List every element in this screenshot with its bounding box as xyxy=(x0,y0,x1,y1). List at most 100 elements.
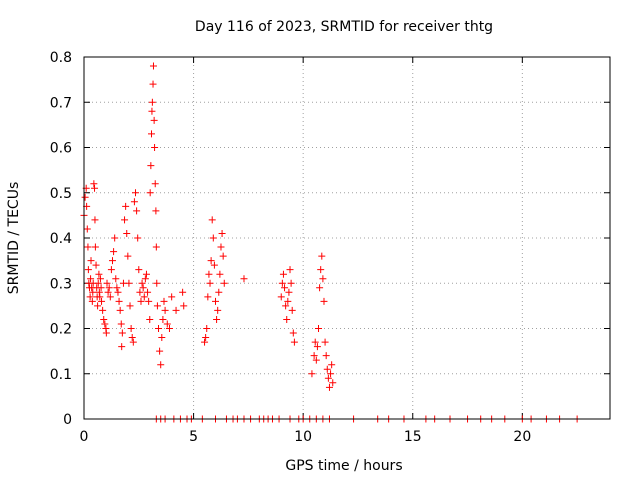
data-point xyxy=(94,279,102,287)
data-point xyxy=(146,315,154,323)
y-tick-label: 0.5 xyxy=(50,186,72,202)
data-point xyxy=(126,302,134,310)
data-point xyxy=(313,343,321,351)
data-point xyxy=(165,325,173,332)
data-point xyxy=(323,365,331,373)
data-point xyxy=(289,329,297,337)
data-point xyxy=(88,297,96,305)
data-point xyxy=(319,275,327,283)
data-point xyxy=(325,383,333,391)
y-tick-label: 0.2 xyxy=(50,322,72,338)
data-point xyxy=(160,297,168,305)
data-point xyxy=(111,234,119,242)
data-point xyxy=(148,98,156,106)
data-point xyxy=(329,379,337,387)
data-point xyxy=(124,252,132,260)
data-point xyxy=(310,352,318,360)
data-point xyxy=(128,334,136,342)
data-point xyxy=(110,248,118,256)
data-point xyxy=(172,306,180,314)
data-point xyxy=(283,315,291,323)
data-point xyxy=(134,234,142,242)
data-point xyxy=(142,270,150,278)
data-point xyxy=(207,257,215,265)
data-point xyxy=(240,275,248,283)
x-axis-label: GPS time / hours xyxy=(285,458,402,474)
data-point xyxy=(213,315,221,323)
data-point xyxy=(206,279,214,287)
data-point xyxy=(151,180,159,188)
data-point xyxy=(179,288,187,296)
data-point xyxy=(86,293,94,301)
data-point xyxy=(139,284,147,292)
data-point xyxy=(158,334,166,342)
y-axis-label: SRMTID / TECUs xyxy=(6,182,22,295)
data-point xyxy=(95,270,103,278)
data-point xyxy=(156,347,164,355)
y-tick-label: 0.6 xyxy=(50,141,72,157)
data-point xyxy=(108,257,116,265)
data-point xyxy=(281,284,289,292)
data-point xyxy=(96,293,104,301)
data-point xyxy=(127,325,135,332)
data-point xyxy=(219,252,227,260)
data-point xyxy=(278,279,286,287)
data-point xyxy=(149,80,157,88)
y-tick-label: 0.3 xyxy=(50,276,72,292)
data-point xyxy=(152,243,160,251)
data-point xyxy=(324,374,332,382)
y-tick-label: 0.1 xyxy=(50,367,72,383)
data-point xyxy=(284,297,292,305)
data-point xyxy=(112,275,120,283)
data-point xyxy=(168,293,176,301)
data-point xyxy=(157,361,165,369)
data-point xyxy=(106,293,114,301)
data-point xyxy=(129,338,137,346)
data-point xyxy=(84,266,92,274)
data-point xyxy=(148,130,156,138)
data-point xyxy=(92,261,100,269)
data-point xyxy=(212,297,219,305)
data-point xyxy=(100,315,108,323)
data-point xyxy=(118,329,126,337)
data-point xyxy=(288,306,296,314)
data-point xyxy=(105,284,113,292)
data-point xyxy=(102,329,110,337)
data-point xyxy=(328,361,336,369)
data-point xyxy=(282,302,290,310)
grid xyxy=(84,57,610,419)
x-tick-label: 15 xyxy=(404,429,422,445)
data-point xyxy=(145,297,153,305)
y-tick-label: 0.7 xyxy=(50,95,72,111)
data-point xyxy=(96,275,104,283)
data-point xyxy=(114,288,122,296)
data-point xyxy=(220,279,228,287)
data-point xyxy=(317,266,325,274)
data-point xyxy=(322,352,330,360)
data-point xyxy=(103,279,111,287)
data-point xyxy=(87,275,95,283)
data-point xyxy=(159,315,167,323)
data-point xyxy=(101,320,109,328)
data-point xyxy=(91,184,99,192)
y-tick-label: 0.8 xyxy=(50,50,72,66)
data-point xyxy=(316,284,324,292)
data-point xyxy=(148,107,156,115)
x-tick-label: 20 xyxy=(513,429,531,445)
data-point xyxy=(218,229,226,237)
data-point xyxy=(91,216,99,224)
data-point xyxy=(180,302,188,310)
data-point xyxy=(136,288,144,296)
data-point xyxy=(94,302,102,310)
data-point xyxy=(209,234,217,242)
data-point xyxy=(123,229,131,237)
data-point xyxy=(202,334,210,342)
data-point xyxy=(135,266,143,274)
data-point xyxy=(320,297,328,305)
data-point xyxy=(153,302,161,310)
data-point xyxy=(286,266,294,274)
data-point xyxy=(208,216,216,224)
data-point xyxy=(87,257,95,265)
data-point xyxy=(130,198,138,206)
